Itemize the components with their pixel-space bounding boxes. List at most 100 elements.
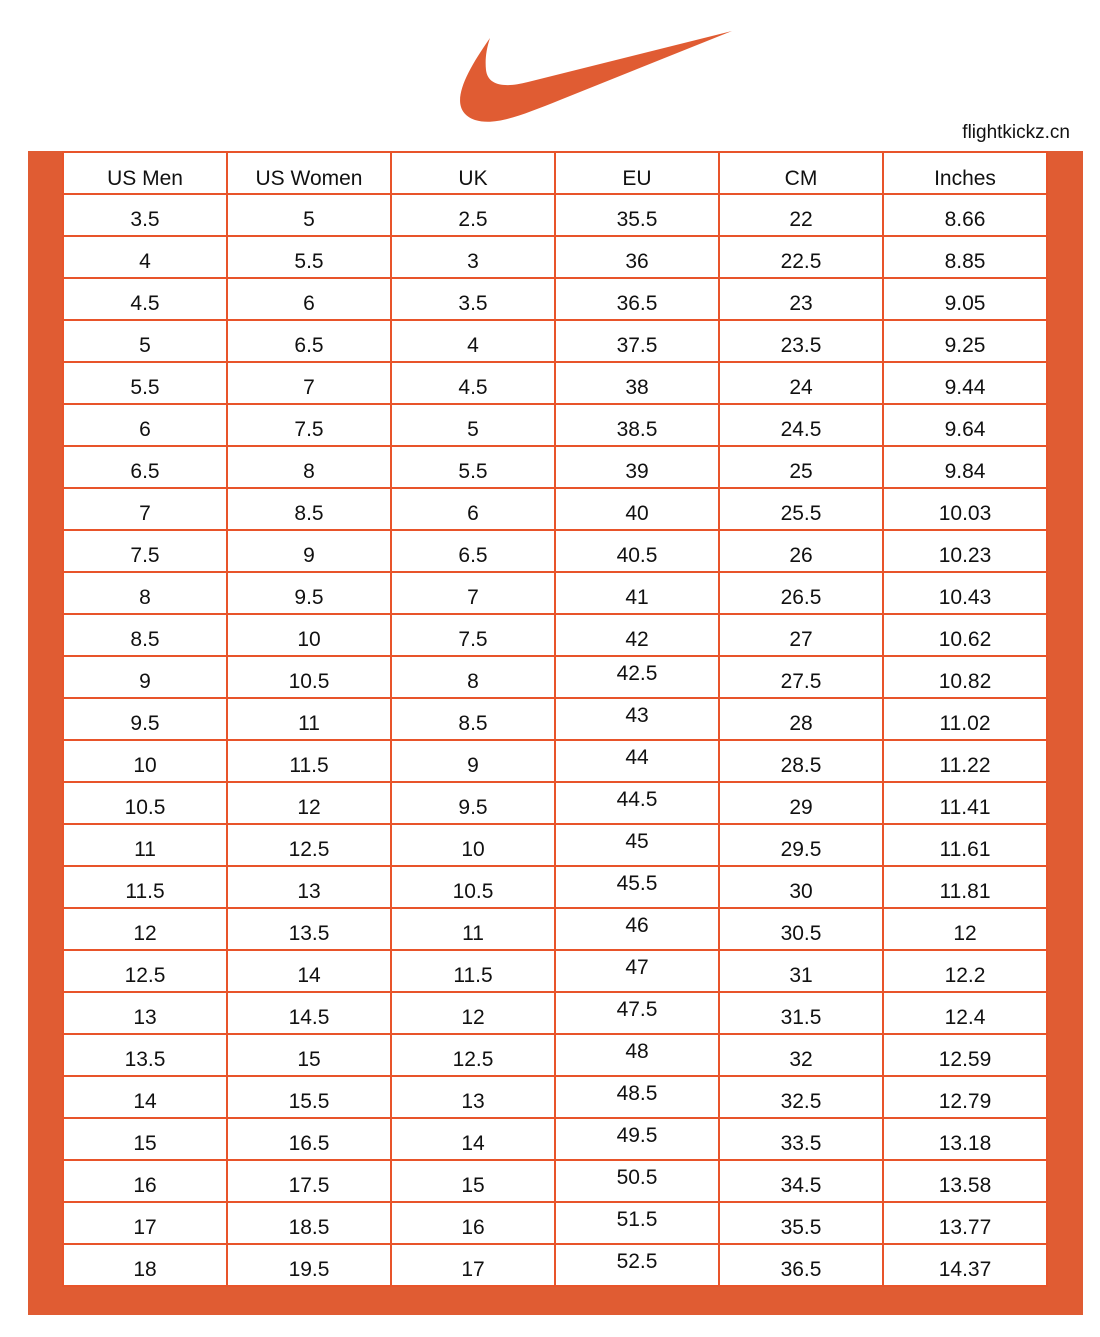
table-cell: 11.61 <box>882 823 1048 867</box>
table-cell: 11.5 <box>390 949 556 993</box>
table-cell: 8.5 <box>226 487 392 531</box>
table-cell: 27.5 <box>718 655 884 699</box>
table-cell: 26 <box>718 529 884 573</box>
table-cell: 8 <box>226 445 392 489</box>
table-cell: 41 <box>554 571 720 615</box>
table-cell: 18.5 <box>226 1201 392 1245</box>
table-cell: 28 <box>718 697 884 741</box>
table-row: 12 13.5 11 46 30.5 12 <box>62 907 1048 951</box>
table-cell: 11.5 <box>226 739 392 783</box>
table-cell: 38 <box>554 361 720 405</box>
table-cell: 14.37 <box>882 1243 1048 1287</box>
table-cell: 10.43 <box>882 571 1048 615</box>
table-row: 7 8.5 6 40 25.5 10.03 <box>62 487 1048 531</box>
table-cell: 17 <box>390 1243 556 1287</box>
table-row: 4.5 6 3.5 36.5 23 9.05 <box>62 277 1048 321</box>
table-cell: 12.5 <box>226 823 392 867</box>
table-cell: 5 <box>62 319 228 363</box>
table-row: 5 6.5 4 37.5 23.5 9.25 <box>62 319 1048 363</box>
table-cell: 36.5 <box>718 1243 884 1287</box>
table-cell: 8.5 <box>390 697 556 741</box>
column-header: CM <box>718 151 884 195</box>
table-cell: 10 <box>62 739 228 783</box>
table-cell: 25.5 <box>718 487 884 531</box>
table-row: 6.5 8 5.5 39 25 9.84 <box>62 445 1048 489</box>
table-cell: 44.5 <box>554 781 720 825</box>
table-row: 8.5 10 7.5 42 27 10.62 <box>62 613 1048 657</box>
table-cell: 23.5 <box>718 319 884 363</box>
table-cell: 19.5 <box>226 1243 392 1287</box>
table-cell: 8.66 <box>882 193 1048 237</box>
table-cell: 29.5 <box>718 823 884 867</box>
table-row: 8 9.5 7 41 26.5 10.43 <box>62 571 1048 615</box>
table-cell: 44 <box>554 739 720 783</box>
column-header: UK <box>390 151 556 195</box>
table-cell: 32 <box>718 1033 884 1077</box>
column-header: Inches <box>882 151 1048 195</box>
table-row: 4 5.5 3 36 22.5 8.85 <box>62 235 1048 279</box>
table-cell: 6.5 <box>226 319 392 363</box>
table-cell: 9.84 <box>882 445 1048 489</box>
table-cell: 4 <box>390 319 556 363</box>
table-cell: 23 <box>718 277 884 321</box>
table-cell: 17 <box>62 1201 228 1245</box>
table-cell: 35.5 <box>718 1201 884 1245</box>
table-cell: 9.25 <box>882 319 1048 363</box>
table-cell: 7.5 <box>62 529 228 573</box>
table-cell: 6.5 <box>62 445 228 489</box>
table-cell: 12.79 <box>882 1075 1048 1119</box>
table-cell: 9.5 <box>62 697 228 741</box>
table-cell: 10.5 <box>226 655 392 699</box>
table-row: 18 19.5 17 52.5 36.5 14.37 <box>62 1243 1048 1287</box>
table-cell: 46 <box>554 907 720 951</box>
table-cell: 29 <box>718 781 884 825</box>
table-cell: 4.5 <box>62 277 228 321</box>
table-cell: 12.2 <box>882 949 1048 993</box>
table-cell: 3 <box>390 235 556 279</box>
table-cell: 9.5 <box>226 571 392 615</box>
table-cell: 27 <box>718 613 884 657</box>
table-cell: 13.77 <box>882 1201 1048 1245</box>
table-cell: 13.5 <box>62 1033 228 1077</box>
table-cell: 35.5 <box>554 193 720 237</box>
table-cell: 22 <box>718 193 884 237</box>
table-row: 3.5 5 2.5 35.5 22 8.66 <box>62 193 1048 237</box>
table-row: 16 17.5 15 50.5 34.5 13.58 <box>62 1159 1048 1203</box>
table-cell: 12 <box>62 907 228 951</box>
table-cell: 36 <box>554 235 720 279</box>
table-row: 7.5 9 6.5 40.5 26 10.23 <box>62 529 1048 573</box>
table-cell: 18 <box>62 1243 228 1287</box>
table-row: 6 7.5 5 38.5 24.5 9.64 <box>62 403 1048 447</box>
table-cell: 16 <box>390 1201 556 1245</box>
table-cell: 13 <box>62 991 228 1035</box>
table-cell: 5 <box>390 403 556 447</box>
table-cell: 12.59 <box>882 1033 1048 1077</box>
table-cell: 6 <box>62 403 228 447</box>
table-cell: 10 <box>390 823 556 867</box>
size-chart-table: US Men US Women UK EU CM Inches 3.5 5 2.5 35.5 22… <box>62 151 1048 1287</box>
table-cell: 13.58 <box>882 1159 1048 1203</box>
table-row: 13 14.5 12 47.5 31.5 12.4 <box>62 991 1048 1035</box>
size-chart-frame: US Men US Women UK EU CM Inches 3.5 5 2.5 35.5 22… <box>28 151 1083 1315</box>
table-cell: 16 <box>62 1159 228 1203</box>
table-cell: 11 <box>226 697 392 741</box>
table-cell: 30 <box>718 865 884 909</box>
nike-swoosh-logo <box>460 31 732 122</box>
header-row: US Men US Women UK EU CM Inches <box>62 151 1048 195</box>
table-cell: 49.5 <box>554 1117 720 1161</box>
table-cell: 15 <box>62 1117 228 1161</box>
table-row: 12.5 14 11.5 47 31 12.2 <box>62 949 1048 993</box>
table-cell: 10.5 <box>62 781 228 825</box>
table-row: 13.5 15 12.5 48 32 12.59 <box>62 1033 1048 1077</box>
table-cell: 12.5 <box>390 1033 556 1077</box>
table-cell: 13 <box>226 865 392 909</box>
table-cell: 9 <box>226 529 392 573</box>
table-cell: 33.5 <box>718 1117 884 1161</box>
table-cell: 37.5 <box>554 319 720 363</box>
table-cell: 42.5 <box>554 655 720 699</box>
table-cell: 31 <box>718 949 884 993</box>
table-cell: 51.5 <box>554 1201 720 1245</box>
table-row: 5.5 7 4.5 38 24 9.44 <box>62 361 1048 405</box>
table-cell: 12 <box>390 991 556 1035</box>
column-header: US Men <box>62 151 228 195</box>
